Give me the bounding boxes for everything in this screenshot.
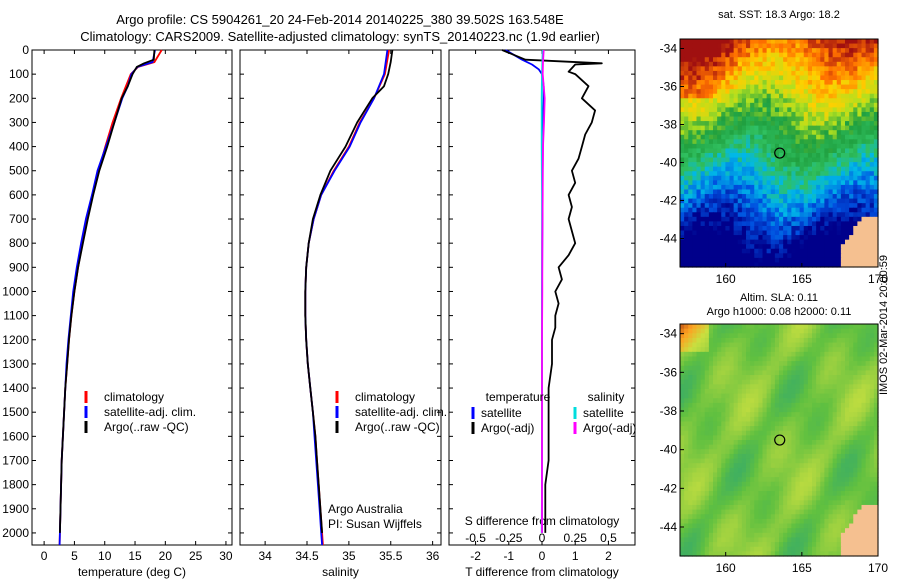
differences-series-argo-adj- — [501, 49, 603, 533]
sla-map-ytick-label: -44 — [660, 520, 678, 534]
sst-map-grid — [680, 39, 879, 268]
temperature-xtick-label: 5 — [71, 549, 78, 563]
sst-map-ytick-label: -38 — [660, 118, 678, 132]
salinity-annotation-line: PI: Susan Wijffels — [328, 517, 422, 531]
diff-legend-right-title: salinity — [588, 390, 625, 404]
temperature-ytick-label: 1300 — [2, 357, 29, 371]
sla-map-ytick-label: -38 — [660, 404, 678, 418]
sla-map-xtick-label: 165 — [792, 561, 812, 575]
temperature-x-axis-label: temperature (deg C) — [78, 565, 186, 579]
salinity-xtick-label: 35.5 — [379, 549, 403, 563]
salinity-x-axis-label: salinity — [322, 565, 359, 579]
temperature-ytick-label: 1000 — [2, 284, 29, 298]
temperature-ytick-label: 1400 — [2, 381, 29, 395]
sla-map-ytick-label: -36 — [660, 365, 678, 379]
salinity-legend-label: satellite-adj. clim. — [355, 405, 447, 419]
temperature-xtick-label: 20 — [159, 549, 173, 563]
timestamp-stamp: IMOS 02-Mar-2014 20:00:59 — [878, 254, 890, 395]
salinity-plot-frame — [239, 49, 442, 546]
sla-map-ytick-label: -40 — [660, 443, 678, 457]
temperature-series-argo-raw-qc- — [59, 49, 156, 533]
sla-map-title: Altim. SLA: 0.11 — [740, 292, 818, 304]
differences-series-argo-adj- — [541, 49, 546, 533]
sla-map-subtitle: Argo h1000: 0.08 h2000: 0.11 — [707, 306, 852, 318]
temperature-ytick-label: 100 — [9, 67, 29, 81]
differences-xtick-label: 1 — [572, 549, 579, 563]
differences-s-xtick-label: 0 — [539, 531, 546, 545]
sst-map-xtick-label: 165 — [792, 272, 812, 286]
salinity-xtick-label: 34.5 — [295, 549, 319, 563]
sst-map-xtick-label: 160 — [716, 272, 736, 286]
sla-map-frame — [679, 323, 879, 557]
temperature-ytick-label: 600 — [9, 188, 29, 202]
temperature-ytick-label: 800 — [9, 236, 29, 250]
temperature-ytick-label: 500 — [9, 164, 29, 178]
differences-s-xtick-label: 0.5 — [600, 531, 617, 545]
sla-map-grid — [680, 324, 879, 557]
sla-map-argo-marker — [774, 434, 786, 446]
salinity-xtick-label: 34 — [258, 549, 272, 563]
temperature-legend-label: climatology — [104, 390, 164, 404]
sst-map-ytick-label: -44 — [660, 232, 678, 246]
differences-s-xtick-label: -0.5 — [465, 531, 486, 545]
temperature-ytick-label: 2000 — [2, 526, 29, 540]
differences-xtick-label: -2 — [470, 549, 481, 563]
temperature-xtick-label: 30 — [219, 549, 233, 563]
sla-map-ytick-label: -42 — [660, 481, 678, 495]
diff-legend-label: satellite — [481, 406, 522, 420]
temperature-ytick-label: 200 — [9, 91, 29, 105]
differences-xtick-label: -1 — [503, 549, 514, 563]
sst-map-argo-marker — [774, 147, 786, 159]
diff-legend-label: Argo(-adj) — [583, 421, 636, 435]
salinity-series-argo-raw-qc- — [304, 49, 394, 533]
sla-map-xtick-label: 160 — [716, 561, 736, 575]
differences-xtick-label: 0 — [539, 549, 546, 563]
sla-map-ytick-label: -34 — [660, 327, 678, 341]
temperature-ytick-label: 1900 — [2, 502, 29, 516]
sst-map-xtick-label: 170 — [868, 272, 888, 286]
salinity-annotation-line: Argo Australia — [328, 502, 403, 516]
temperature-ytick-label: 700 — [9, 212, 29, 226]
diff-legend-left-title: temperature — [486, 390, 551, 404]
temperature-legend-label: Argo(..raw -QC) — [104, 420, 189, 434]
figure-title-line1: Argo profile: CS 5904261_20 24-Feb-2014 … — [116, 12, 564, 27]
temperature-xtick-label: 0 — [41, 549, 48, 563]
temperature-ytick-label: 1600 — [2, 429, 29, 443]
differences-s-xtick-label: 0.25 — [564, 531, 588, 545]
temperature-ytick-label: 1200 — [2, 333, 29, 347]
temperature-ytick-label: 0 — [22, 43, 29, 57]
figure-title-line2: Climatology: CARS2009. Satellite-adjuste… — [80, 29, 600, 44]
differences-xtick-label: 2 — [605, 549, 612, 563]
sst-map-frame — [679, 38, 879, 268]
temperature-ytick-label: 300 — [9, 115, 29, 129]
temperature-plot-frame — [31, 49, 233, 546]
salinity-xtick-label: 36 — [426, 549, 440, 563]
sst-map-ytick-label: -34 — [660, 42, 678, 56]
temperature-ytick-label: 1800 — [2, 478, 29, 492]
temperature-ytick-label: 1100 — [3, 309, 29, 323]
temperature-ytick-label: 900 — [9, 260, 29, 274]
temperature-ytick-label: 400 — [9, 140, 29, 154]
sst-map-ytick-label: -36 — [660, 80, 678, 94]
temperature-xtick-label: 10 — [98, 549, 112, 563]
temperature-legend-label: satellite-adj. clim. — [104, 405, 196, 419]
diff-legend-label: Argo(-adj) — [481, 421, 534, 435]
temperature-ytick-label: 1700 — [2, 453, 29, 467]
differences-x-axis-label: T difference from climatology — [465, 565, 619, 579]
sst-map-title: sat. SST: 18.3 Argo: 18.2 — [718, 9, 840, 21]
temperature-ytick-label: 1500 — [2, 405, 29, 419]
salinity-legend-label: Argo(..raw -QC) — [355, 420, 440, 434]
sla-map-xtick-label: 170 — [868, 561, 888, 575]
sst-map-ytick-label: -42 — [660, 194, 678, 208]
sst-map-ytick-label: -40 — [660, 156, 678, 170]
salinity-xtick-label: 35 — [342, 549, 356, 563]
differences-s-xtick-label: -0.25 — [495, 531, 523, 545]
temperature-xtick-label: 25 — [189, 549, 203, 563]
salinity-legend-label: climatology — [355, 390, 415, 404]
temperature-xtick-label: 15 — [128, 549, 142, 563]
diff-legend-label: satellite — [583, 406, 624, 420]
